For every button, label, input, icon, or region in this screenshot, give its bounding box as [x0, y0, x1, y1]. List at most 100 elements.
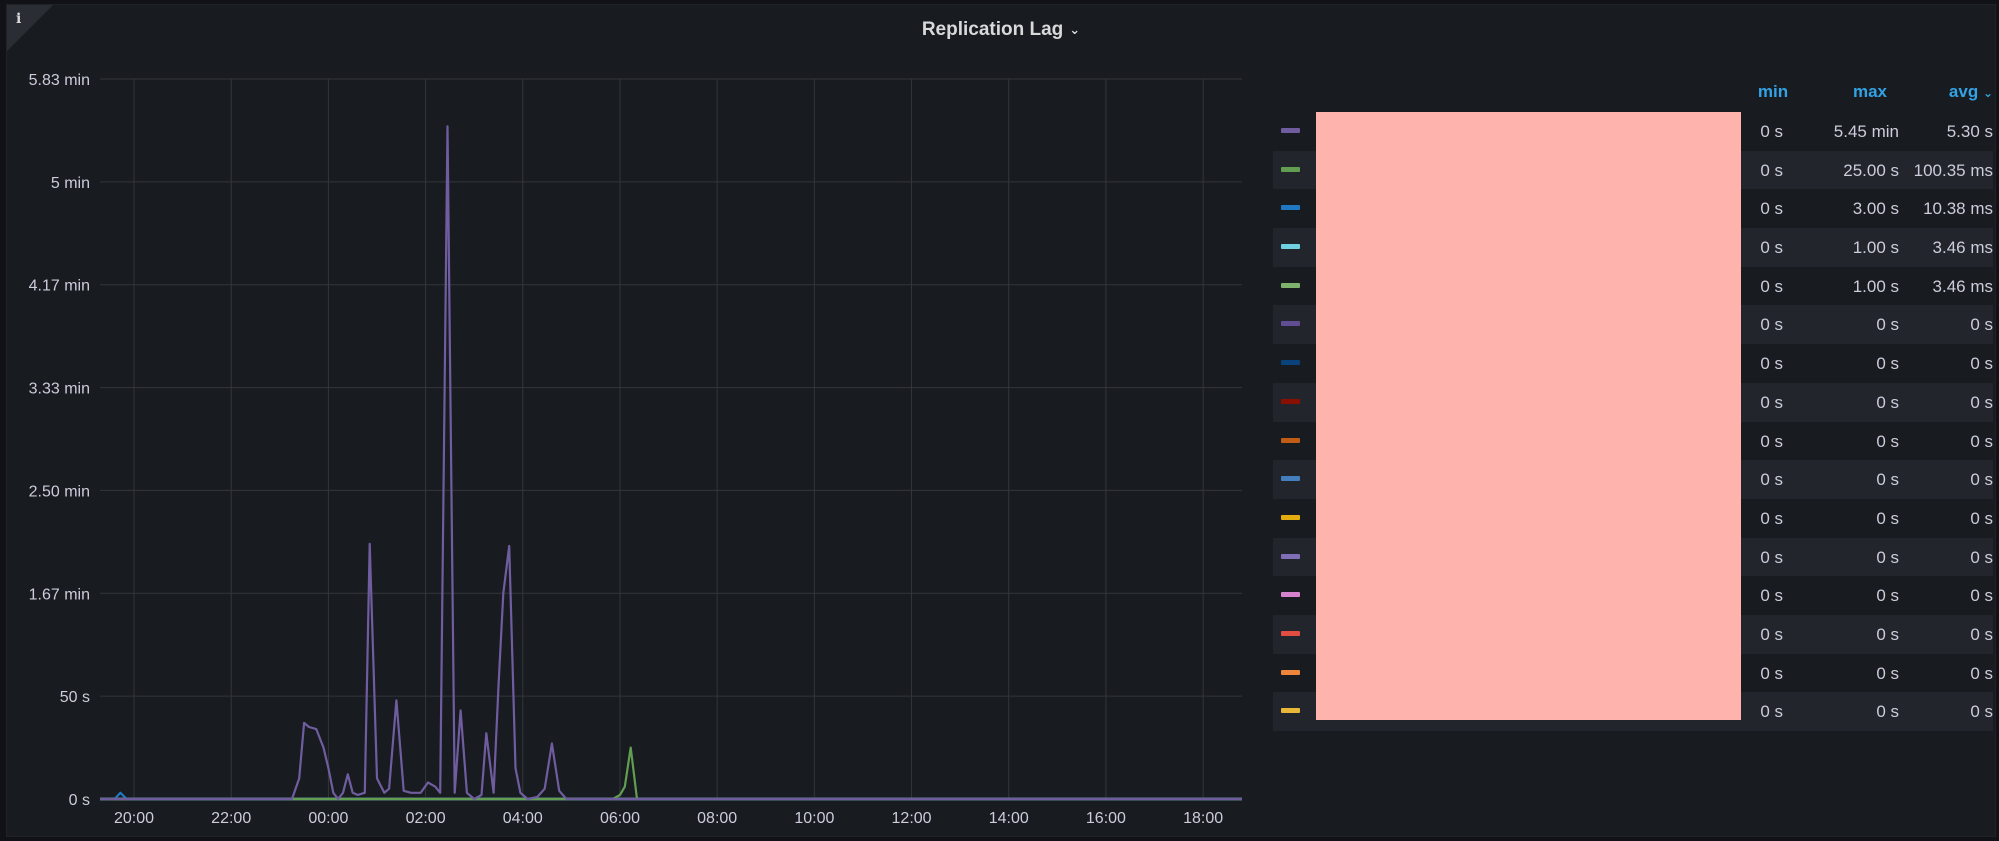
y-tick-label: 2.50 min — [29, 483, 90, 500]
legend-min-value: 0 s — [1760, 470, 1783, 490]
series-color-swatch[interactable] — [1281, 437, 1300, 443]
x-tick-label: 04:00 — [503, 810, 543, 827]
redacted-series-names — [1316, 112, 1741, 720]
legend-max-value: 5.45 min — [1833, 122, 1899, 141]
legend-max-value: 0 s — [1876, 354, 1899, 374]
legend-avg-value: 0 s — [1970, 315, 1993, 335]
legend-row[interactable]: 0 s 0 s 0 s — [1273, 344, 1993, 383]
legend-min-value: 0 s — [1760, 663, 1783, 683]
legend-row[interactable]: 0 s 0 s 0 s — [1273, 576, 1993, 615]
x-tick-label: 08:00 — [697, 810, 737, 827]
y-tick-label: 5 min — [51, 175, 90, 192]
series-color-swatch[interactable] — [1281, 398, 1300, 404]
panel-title[interactable]: Replication Lag — [921, 19, 1064, 40]
legend-avg-value: 0 s — [1970, 663, 1993, 683]
legend-max-value: 0 s — [1876, 547, 1899, 567]
legend-max-value: 1.00 s — [1852, 238, 1899, 258]
legend-min-value: 0 s — [1760, 160, 1783, 180]
y-tick-label: 0 s — [69, 792, 90, 809]
panel-header[interactable]: Replication Lag ⌄ — [7, 19, 1995, 41]
x-tick-label: 20:00 — [114, 810, 154, 827]
series-color-swatch[interactable] — [1281, 244, 1300, 250]
legend-avg-value: 3.46 ms — [1932, 276, 1993, 296]
info-corner[interactable] — [7, 5, 53, 51]
legend-row[interactable]: 0 s 0 s 0 s — [1273, 422, 1993, 461]
legend-max-value: 0 s — [1876, 663, 1899, 683]
legend-header-avg-label[interactable]: avg — [1948, 82, 1979, 101]
legend-max-value: 1.00 s — [1852, 276, 1899, 296]
x-tick-label: 14:00 — [989, 810, 1029, 827]
chevron-down-icon[interactable]: ⌄ — [1069, 22, 1081, 37]
series-lines — [100, 125, 1242, 801]
legend-avg-value: 5.30 s — [1946, 122, 1993, 141]
series-line[interactable] — [100, 746, 1242, 801]
x-tick-label: 22:00 — [211, 810, 251, 827]
x-tick-label: 06:00 — [600, 810, 640, 827]
replication-lag-panel: i Replication Lag ⌄ 0 s 50 s 1.67 min 2.50 m… — [6, 4, 1996, 837]
legend-min-value: 0 s — [1760, 315, 1783, 335]
legend-avg-value: 0 s — [1970, 702, 1993, 722]
legend-min-value: 0 s — [1760, 276, 1783, 296]
legend-avg-value: 0 s — [1970, 354, 1993, 374]
x-axis-labels: 20:00 22:00 00:00 02:00 04:00 06:00 08:00 10:00… — [114, 810, 1223, 827]
series-color-swatch[interactable] — [1281, 514, 1300, 520]
series-color-swatch[interactable] — [1281, 476, 1300, 482]
x-tick-label: 00:00 — [308, 810, 348, 827]
legend-max-value: 0 s — [1876, 315, 1899, 335]
series-color-swatch[interactable] — [1281, 128, 1300, 133]
legend-avg-value: 0 s — [1970, 470, 1993, 490]
legend-max-value: 0 s — [1876, 702, 1899, 722]
legend-row[interactable]: 0 s 5.45 min 5.30 s — [1273, 112, 1993, 151]
legend-header-max[interactable]: max — [1852, 82, 1888, 101]
legend-row[interactable]: 0 s 1.00 s 3.46 ms — [1273, 267, 1993, 306]
series-color-swatch[interactable] — [1281, 166, 1300, 172]
series-color-swatch[interactable] — [1281, 669, 1300, 675]
legend-avg-value: 10.38 ms — [1923, 199, 1993, 219]
series-color-swatch[interactable] — [1281, 205, 1300, 211]
legend-min-value: 0 s — [1760, 354, 1783, 374]
legend-min-value: 0 s — [1760, 702, 1783, 722]
legend-max-value: 0 s — [1876, 470, 1899, 490]
series-color-swatch[interactable] — [1281, 553, 1300, 559]
chevron-down-icon[interactable]: ⌄ — [1982, 86, 1993, 100]
legend-header: min max avg ⌄ — [1273, 76, 1993, 112]
legend-max-value: 0 s — [1876, 392, 1899, 412]
legend-max-value: 0 s — [1876, 508, 1899, 528]
series-color-swatch[interactable] — [1281, 630, 1300, 636]
legend-min-value: 0 s — [1760, 586, 1783, 606]
legend-avg-value: 0 s — [1970, 392, 1993, 412]
x-tick-label: 02:00 — [406, 810, 446, 827]
legend-min-value: 0 s — [1760, 392, 1783, 412]
series-color-swatch[interactable] — [1281, 321, 1300, 327]
info-icon[interactable]: i — [16, 11, 22, 27]
legend-avg-value: 0 s — [1970, 586, 1993, 606]
y-tick-label: 3.33 min — [29, 381, 90, 398]
legend-max-value: 3.00 s — [1852, 199, 1899, 219]
y-tick-label: 50 s — [60, 689, 90, 706]
series-color-swatch[interactable] — [1281, 360, 1300, 366]
legend-min-value: 0 s — [1760, 122, 1783, 141]
legend-min-value: 0 s — [1760, 624, 1783, 644]
legend-row[interactable]: 0 s 0 s 0 s — [1273, 654, 1993, 693]
y-tick-label: 5.83 min — [29, 72, 90, 89]
legend-max-value: 0 s — [1876, 624, 1899, 644]
legend-avg-value: 0 s — [1970, 431, 1993, 451]
grid — [100, 78, 1242, 800]
legend-max-value: 25.00 s — [1843, 160, 1899, 180]
legend-avg-value: 0 s — [1970, 547, 1993, 567]
y-tick-label: 4.17 min — [29, 278, 90, 295]
series-color-swatch[interactable] — [1281, 708, 1300, 714]
legend-header-avg[interactable]: avg ⌄ — [1913, 82, 1993, 102]
series-color-swatch[interactable] — [1281, 282, 1300, 288]
legend-row[interactable]: 0 s 3.00 s 10.38 ms — [1273, 189, 1993, 228]
legend-row[interactable]: 0 s 0 s 0 s — [1273, 499, 1993, 538]
x-tick-label: 18:00 — [1183, 810, 1223, 827]
series-color-swatch[interactable] — [1281, 592, 1300, 598]
legend-avg-value: 100.35 ms — [1913, 160, 1993, 180]
legend-avg-value: 3.46 ms — [1932, 238, 1993, 258]
legend-header-min[interactable]: min — [1757, 82, 1789, 101]
series-line[interactable] — [100, 125, 1242, 801]
x-tick-label: 12:00 — [892, 810, 932, 827]
legend-max-value: 0 s — [1876, 586, 1899, 606]
line-chart[interactable]: 0 s 50 s 1.67 min 2.50 min 3.33 min 4.17 min 5… — [7, 5, 1997, 838]
